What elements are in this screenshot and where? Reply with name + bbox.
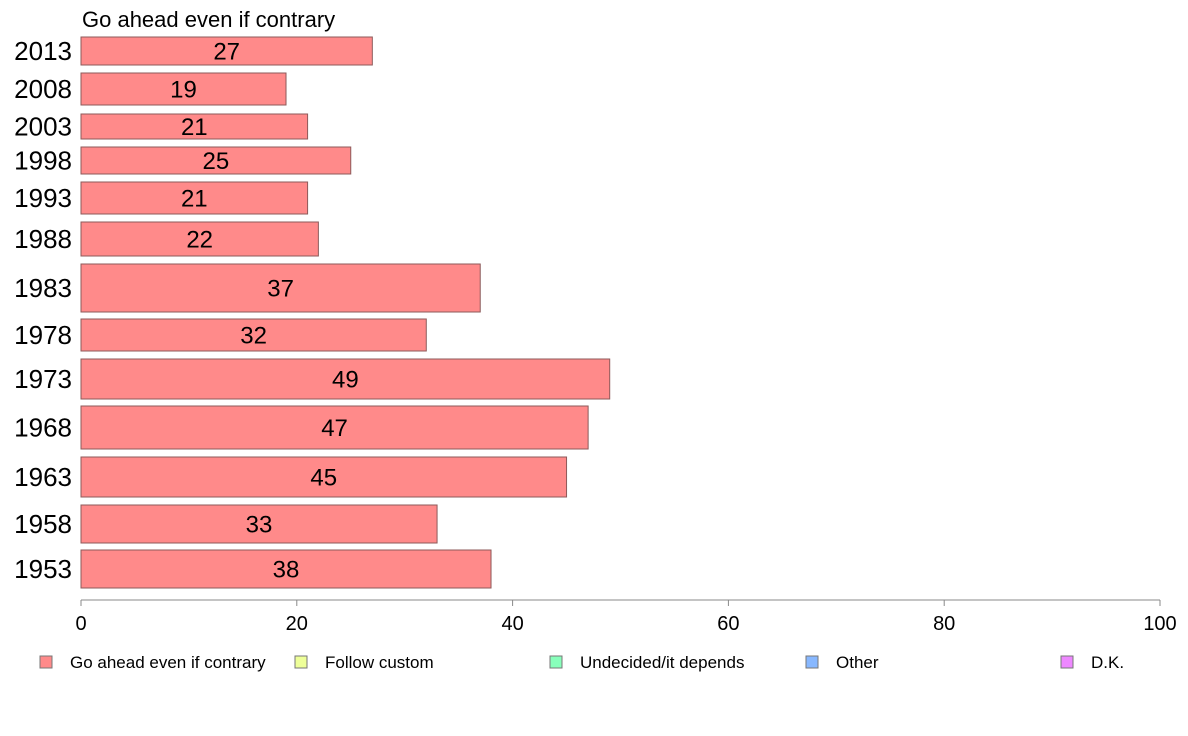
legend-swatch-3 — [805, 655, 819, 669]
category-label-1998: 1998 — [14, 146, 72, 176]
legend: Go ahead even if contrary Follow custom Un… — [39, 653, 1124, 672]
legend-swatch-0 — [39, 655, 53, 669]
bar-1993 — [80, 181, 309, 215]
category-label-1968: 1968 — [14, 413, 72, 443]
x-axis-ticks: 0 20 40 60 80 100 — [75, 600, 1177, 635]
legend-swatch-1 — [294, 655, 308, 669]
legend-swatch-4 — [1060, 655, 1074, 669]
category-label-1993: 1993 — [14, 183, 72, 213]
category-label-1963: 1963 — [14, 462, 72, 492]
x-tick-label-80: 80 — [933, 613, 955, 635]
data-label-1973: 49 — [332, 367, 359, 394]
legend-label-0: Go ahead even if contrary — [70, 653, 266, 672]
data-label-1993: 21 — [181, 186, 208, 213]
bar-1963 — [80, 456, 568, 498]
category-label-1958: 1958 — [14, 509, 72, 539]
category-label-1988: 1988 — [14, 224, 72, 254]
bars-group: 2013 27 2008 19 2003 21 1998 25 1993 21 1988 22 1983… — [14, 36, 611, 589]
category-label-2013: 2013 — [14, 36, 72, 66]
data-label-1988: 22 — [186, 227, 213, 254]
legend-swatch-2 — [549, 655, 563, 669]
legend-label-1: Follow custom — [325, 653, 434, 672]
data-label-2008: 19 — [170, 77, 197, 104]
x-tick-label-0: 0 — [75, 613, 86, 635]
category-label-1978: 1978 — [14, 320, 72, 350]
bar-1958 — [80, 504, 438, 544]
data-label-1983: 37 — [267, 276, 294, 303]
category-label-1973: 1973 — [14, 364, 72, 394]
x-tick-label-100: 100 — [1143, 613, 1176, 635]
legend-label-3: Other — [836, 653, 879, 672]
data-label-1978: 32 — [240, 323, 267, 350]
bar-1953 — [80, 549, 492, 589]
category-label-2008: 2008 — [14, 74, 72, 104]
bar-2003 — [80, 113, 309, 140]
bar-1973 — [80, 358, 611, 400]
data-label-1958: 33 — [246, 512, 273, 539]
bar-1968 — [80, 405, 589, 450]
x-tick-label-60: 60 — [717, 613, 739, 635]
bar-1978 — [80, 318, 427, 352]
category-label-2003: 2003 — [14, 112, 72, 142]
data-label-2003: 21 — [181, 114, 208, 141]
legend-label-2: Undecided/it depends — [580, 653, 744, 672]
data-label-1953: 38 — [273, 557, 300, 584]
bar-2013 — [80, 36, 373, 66]
bar-1983 — [80, 263, 481, 313]
bar-2008 — [80, 72, 287, 106]
x-tick-label-20: 20 — [286, 613, 308, 635]
data-label-1998: 25 — [203, 148, 230, 175]
data-label-1968: 47 — [321, 415, 348, 442]
data-label-1963: 45 — [310, 465, 337, 492]
x-tick-label-40: 40 — [501, 613, 523, 635]
data-label-2013: 27 — [213, 39, 240, 66]
bar-1988 — [80, 221, 319, 257]
bar-1998 — [80, 146, 352, 175]
category-label-1983: 1983 — [14, 273, 72, 303]
legend-label-4: D.K. — [1091, 653, 1124, 672]
series-title: Go ahead even if contrary — [82, 7, 335, 32]
category-label-1953: 1953 — [14, 554, 72, 584]
